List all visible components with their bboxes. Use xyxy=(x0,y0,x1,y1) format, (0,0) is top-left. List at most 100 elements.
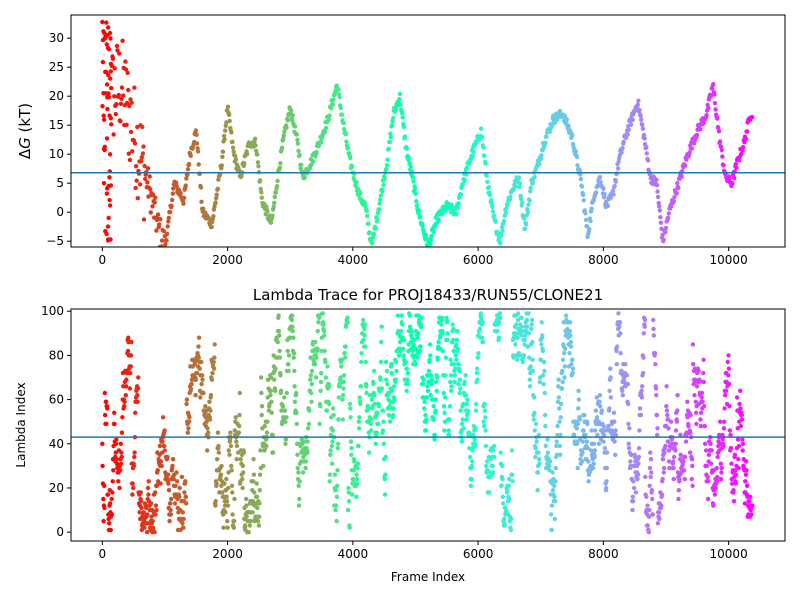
lambda-point xyxy=(443,355,449,360)
lambda-point xyxy=(590,465,596,471)
lambda-point xyxy=(442,428,447,433)
delta-g-point xyxy=(253,143,258,148)
lambda-point xyxy=(620,393,625,398)
lambda-point xyxy=(403,359,408,365)
lambda-point xyxy=(570,366,576,371)
lambda-point xyxy=(636,454,641,460)
lambda-point xyxy=(693,410,699,415)
lambda-point xyxy=(498,450,503,455)
delta-g-point xyxy=(400,115,405,120)
lambda-point xyxy=(694,421,699,427)
lambda-point xyxy=(155,468,160,473)
lambda-point xyxy=(477,326,483,332)
lambda-point xyxy=(490,463,495,469)
lambda-point xyxy=(499,483,504,488)
lambda-point xyxy=(356,443,361,449)
delta-g-point xyxy=(170,191,175,196)
delta-g-point xyxy=(214,192,219,197)
lambda-point xyxy=(550,488,556,493)
delta-g-point xyxy=(675,180,680,186)
lambda-point xyxy=(196,355,201,360)
lambda-point xyxy=(378,377,383,382)
lambda-point xyxy=(431,417,437,422)
lambda-point xyxy=(497,311,503,316)
lambda-point xyxy=(226,485,231,491)
lambda-point xyxy=(314,375,319,380)
delta-g-point xyxy=(108,69,114,74)
lambda-point xyxy=(375,410,380,415)
y-tick-label: 5 xyxy=(56,176,64,190)
lambda-point xyxy=(639,395,645,400)
lambda-point xyxy=(545,437,550,442)
lambda-point xyxy=(323,359,328,365)
lambda-point xyxy=(702,423,707,429)
lambda-point xyxy=(630,507,635,513)
delta-g-point xyxy=(544,134,549,139)
delta-g-point xyxy=(522,226,528,231)
lambda-point xyxy=(295,465,300,471)
lambda-point xyxy=(579,459,585,464)
lambda-point xyxy=(550,470,555,475)
lambda-point xyxy=(165,454,170,460)
delta-g-point xyxy=(692,141,697,146)
delta-g-point xyxy=(341,120,346,126)
lambda-point xyxy=(718,419,723,424)
delta-g-point xyxy=(279,145,285,150)
delta-g-point xyxy=(185,167,191,172)
x-tick-label: 10000 xyxy=(710,253,748,267)
lambda-point xyxy=(162,448,168,453)
lambda-point xyxy=(371,368,377,374)
lambda-point xyxy=(694,384,700,389)
lambda-point xyxy=(504,507,509,513)
lambda-point xyxy=(729,461,734,466)
delta-g-point xyxy=(530,180,536,186)
lambda-point xyxy=(692,393,697,398)
lambda-point xyxy=(413,362,418,367)
lambda-point xyxy=(346,485,351,491)
delta-g-point xyxy=(574,154,580,160)
lambda-point xyxy=(647,465,653,471)
lambda-point xyxy=(268,375,274,380)
y-tick-label: 100 xyxy=(41,304,64,318)
lambda-point xyxy=(706,452,712,457)
lambda-point xyxy=(264,430,270,435)
lambda-point xyxy=(195,370,200,376)
lambda-point xyxy=(349,452,354,457)
delta-g-point xyxy=(610,188,616,193)
delta-g-point xyxy=(140,151,146,156)
delta-g-point xyxy=(532,174,537,180)
delta-g-point xyxy=(638,113,643,119)
lambda-point xyxy=(361,337,366,343)
delta-g-point xyxy=(104,191,110,196)
delta-g-point xyxy=(349,164,355,169)
lambda-point xyxy=(483,415,488,420)
lambda-point xyxy=(333,488,339,493)
lambda-point xyxy=(139,505,144,511)
lambda-point xyxy=(519,324,524,329)
lambda-point xyxy=(677,476,682,482)
delta-g-point xyxy=(528,185,533,190)
lambda-point xyxy=(357,415,362,420)
lambda-trace-x-axis: 0 2000 4000 6000 8000 10000 xyxy=(98,541,748,561)
lambda-point xyxy=(362,322,368,327)
delta-g-point xyxy=(123,59,128,64)
lambda-point xyxy=(527,384,533,389)
delta-g-point xyxy=(145,166,151,171)
lambda-point xyxy=(173,483,178,488)
lambda-point xyxy=(167,518,172,524)
lambda-point xyxy=(409,328,414,334)
lambda-point xyxy=(464,401,469,407)
lambda-point xyxy=(127,386,133,391)
delta-g-point xyxy=(663,225,669,231)
lambda-point xyxy=(543,443,548,449)
lambda-point xyxy=(326,401,332,407)
delta-g-point xyxy=(593,190,599,195)
delta-g-point xyxy=(119,85,125,90)
lambda-point xyxy=(119,454,124,460)
delta-g-point xyxy=(645,158,651,163)
lambda-point xyxy=(470,459,475,464)
delta-g-point xyxy=(566,123,571,128)
lambda-point xyxy=(709,448,714,453)
lambda-point xyxy=(200,373,205,378)
lambda-point xyxy=(475,355,480,360)
